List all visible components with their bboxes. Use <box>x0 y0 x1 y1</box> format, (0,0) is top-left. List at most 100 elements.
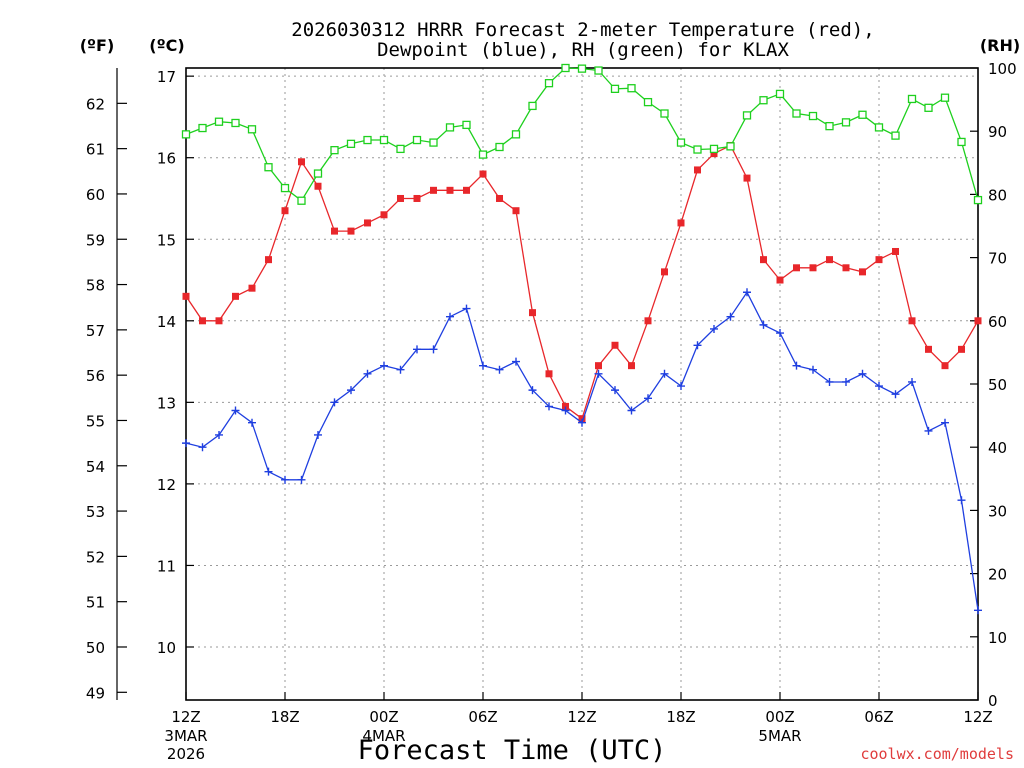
data-point-dewpoint <box>825 377 834 386</box>
rh-tick-label: 50 <box>988 376 1007 394</box>
data-point-temperature <box>611 341 619 349</box>
data-point-temperature <box>380 211 388 219</box>
data-point-dewpoint <box>264 467 273 476</box>
data-point-dewpoint <box>297 475 306 484</box>
celsius-tick-label: 11 <box>157 557 176 575</box>
data-point-temperature <box>364 219 371 227</box>
data-point-rh <box>478 150 488 159</box>
data-point-temperature <box>595 362 602 370</box>
data-point-temperature <box>232 292 239 300</box>
fahrenheit-tick-label: 54 <box>86 458 105 476</box>
data-point-rh <box>610 84 620 94</box>
data-point-rh <box>231 118 240 128</box>
rh-tick-label: 30 <box>988 502 1007 520</box>
data-point-rh <box>660 109 669 118</box>
data-point-dewpoint <box>363 369 372 378</box>
fahrenheit-tick-label: 52 <box>86 548 105 566</box>
data-point-dewpoint <box>726 312 735 321</box>
data-point-dewpoint <box>875 382 883 391</box>
data-point-rh <box>726 142 735 151</box>
celsius-tick-label: 14 <box>157 313 176 331</box>
data-point-temperature <box>644 317 652 325</box>
rh-tick-label: 90 <box>988 123 1007 141</box>
fahrenheit-tick-label: 49 <box>86 684 105 702</box>
data-point-temperature <box>809 264 817 272</box>
rh-tick-label: 100 <box>988 60 1017 78</box>
x-tick-label: 12Z <box>567 708 596 726</box>
rh-tick-label: 60 <box>988 313 1007 331</box>
data-point-rh <box>247 125 257 134</box>
series-dewpoint <box>182 288 982 615</box>
data-point-dewpoint <box>809 365 817 374</box>
data-point-dewpoint <box>413 345 421 354</box>
data-point-dewpoint <box>347 386 355 395</box>
data-point-dewpoint <box>198 443 207 452</box>
data-point-temperature <box>826 256 833 264</box>
data-point-dewpoint <box>446 312 454 321</box>
fahrenheit-tick-label: 61 <box>86 141 105 159</box>
data-point-rh <box>594 66 603 75</box>
series-temperature <box>182 141 982 423</box>
rh-tick-label: 0 <box>988 692 998 710</box>
x-tick-label: 06Z <box>468 708 497 726</box>
data-point-dewpoint <box>858 369 867 378</box>
data-point-temperature <box>479 170 487 178</box>
data-point-rh <box>511 130 521 139</box>
fahrenheit-tick-label: 60 <box>86 186 105 204</box>
rh-tick-label: 80 <box>988 186 1007 204</box>
data-point-rh <box>495 142 504 152</box>
data-point-dewpoint <box>660 369 669 378</box>
data-point-temperature <box>496 194 503 202</box>
data-point-rh <box>957 137 966 147</box>
x-tick-label: 18Z <box>666 708 695 726</box>
data-point-temperature <box>347 227 355 235</box>
data-point-dewpoint <box>776 329 784 338</box>
rh-tick-label: 40 <box>988 439 1007 457</box>
data-point-temperature <box>215 317 223 325</box>
data-point-dewpoint <box>627 406 636 415</box>
data-point-temperature <box>446 186 454 194</box>
series-group <box>181 63 983 615</box>
grid <box>186 68 978 700</box>
x-tick-year: 2026 <box>167 745 205 763</box>
data-point-temperature <box>875 256 883 264</box>
data-point-rh <box>462 120 471 130</box>
data-point-temperature <box>562 402 569 410</box>
data-point-rh <box>330 146 339 155</box>
celsius-tick-label: 16 <box>157 150 176 168</box>
data-point-dewpoint <box>528 386 537 395</box>
data-point-dewpoint <box>396 365 405 374</box>
data-point-dewpoint <box>330 398 339 407</box>
data-point-temperature <box>842 264 850 272</box>
data-point-rh <box>676 138 686 147</box>
data-point-dewpoint <box>545 402 553 411</box>
data-point-temperature <box>925 345 932 353</box>
x-tick-label: 18Z <box>270 708 299 726</box>
unit-label-celsius: (ºC) <box>149 36 184 55</box>
data-point-dewpoint <box>594 369 603 378</box>
data-point-rh <box>891 131 900 140</box>
rh-axis: 0 10 20 30 40 50 60 70 80 90 100 <box>970 60 1017 710</box>
data-point-temperature <box>529 309 536 317</box>
celsius-tick-label: 13 <box>157 394 176 412</box>
data-point-dewpoint <box>974 606 982 615</box>
chart-title-line1: 2026030312 HRRR Forecast 2-meter Tempera… <box>291 19 874 41</box>
data-point-temperature <box>314 182 322 190</box>
data-point-temperature <box>413 194 421 202</box>
data-point-dewpoint <box>908 377 916 386</box>
data-point-rh <box>924 103 933 112</box>
fahrenheit-tick-label: 53 <box>86 503 105 521</box>
data-point-rh <box>693 145 702 154</box>
data-point-temperature <box>710 150 718 158</box>
data-point-temperature <box>661 268 668 276</box>
data-point-rh <box>742 111 752 120</box>
data-point-dewpoint <box>429 345 438 354</box>
data-point-rh <box>643 97 653 107</box>
data-point-dewpoint <box>561 406 570 415</box>
data-point-rh <box>544 79 554 88</box>
data-point-dewpoint <box>759 320 768 329</box>
data-point-dewpoint <box>495 365 504 374</box>
data-point-temperature <box>397 194 404 202</box>
data-point-dewpoint <box>512 357 520 366</box>
